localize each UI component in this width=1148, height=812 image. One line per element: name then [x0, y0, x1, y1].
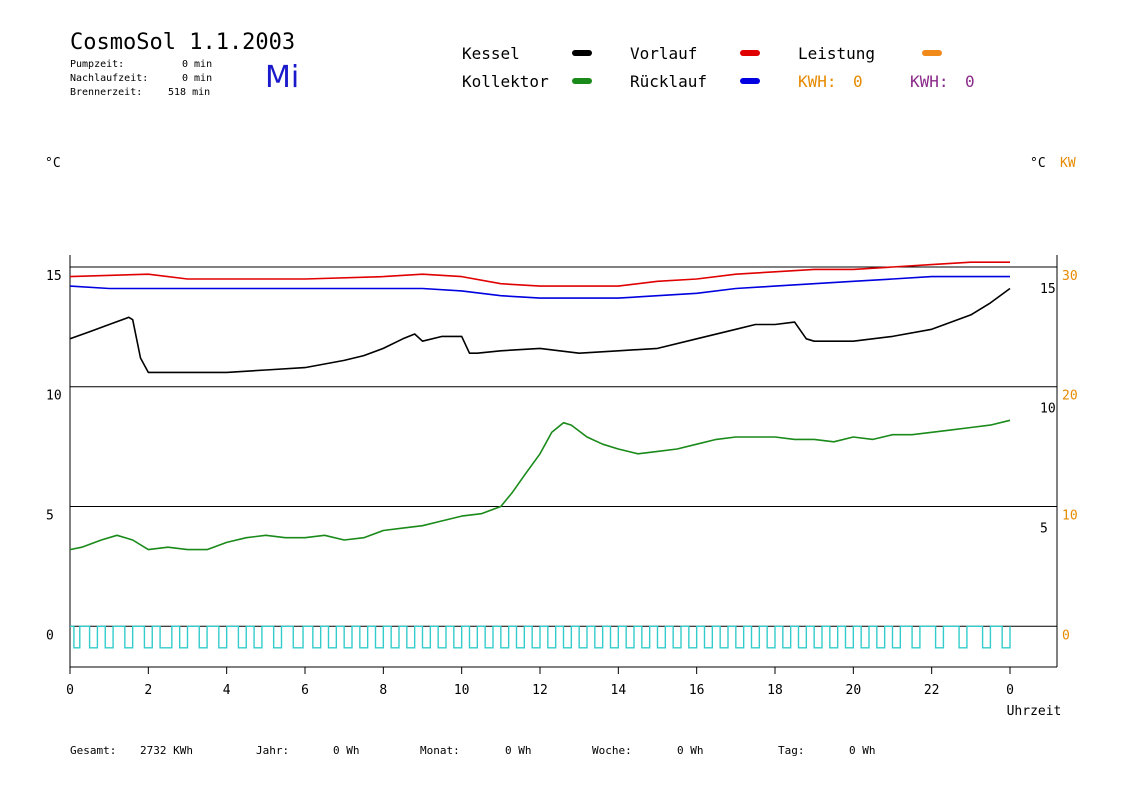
left-unit-label: °C [45, 156, 61, 171]
y-left-tick-label-1: 10 [46, 389, 62, 404]
y-right-celsius-tick-label-1: 10 [1040, 402, 1056, 417]
stat-brennerzeit-label: Brennerzeit: [70, 87, 143, 98]
y-right-kw-tick-label-2: 10 [1062, 509, 1078, 524]
right-unit-celsius: °C [1030, 156, 1046, 171]
app-title: CosmoSol 1.1.2003 [70, 30, 296, 55]
x-tick-label-12: 0 [1006, 683, 1014, 698]
legend-kessel-label: Kessel [462, 44, 520, 63]
y-left-tick-label-0: 15 [46, 269, 62, 284]
series-line-rcklauf [69, 275, 1010, 299]
x-tick-label-11: 22 [924, 683, 940, 698]
weekday-label: Mi [265, 60, 300, 95]
x-tick-label-1: 2 [144, 683, 152, 698]
y-right-kw-tick-label-1: 20 [1062, 389, 1078, 404]
y-left-tick-label-2: 5 [46, 509, 54, 524]
x-tick-label-5: 10 [454, 683, 470, 698]
kwh-label-2: KWH: [910, 72, 949, 91]
series-line-kollektor [69, 419, 1011, 551]
kwh-value-2: 0 [965, 72, 975, 91]
legend-ruecklauf-label: Rücklauf [630, 72, 708, 91]
legend-kollektor-swatch [572, 78, 592, 84]
y-right-kw-tick-label-3: 0 [1062, 628, 1070, 643]
x-tick-label-3: 6 [301, 683, 309, 698]
x-axis-label: Uhrzeit [1007, 704, 1062, 719]
footer-tag-value: 0 Wh [849, 744, 876, 757]
series-line-vorlauf [69, 261, 1010, 287]
footer-gesamt-value: 2732 KWh [140, 744, 193, 757]
footer-jahr-value: 0 Wh [333, 744, 360, 757]
y-right-kw-tick-label-0: 30 [1062, 269, 1078, 284]
footer-woche-value: 0 Wh [677, 744, 704, 757]
stat-nachlaufzeit-label: Nachlaufzeit: [70, 73, 149, 84]
legend-kessel-swatch [572, 50, 592, 56]
footer-monat-value: 0 Wh [505, 744, 532, 757]
y-left-tick-label-3: 0 [46, 628, 54, 643]
legend-vorlauf-label: Vorlauf [630, 44, 698, 63]
right-unit-kw: KW [1060, 156, 1076, 171]
y-right-celsius-tick-label-0: 15 [1040, 282, 1056, 297]
x-tick-label-4: 8 [379, 683, 387, 698]
series-line-brenner [70, 625, 1011, 649]
x-tick-label-2: 4 [223, 683, 231, 698]
x-tick-label-0: 0 [66, 683, 74, 698]
kwh-value-1: 0 [853, 72, 863, 91]
footer-woche-label: Woche: [592, 744, 632, 757]
legend-leistung-label: Leistung [798, 44, 876, 63]
series-line-kessel [69, 287, 1011, 374]
stat-pumpzeit-value: 0 min [182, 59, 213, 70]
footer-jahr-label: Jahr: [256, 744, 290, 757]
x-tick-label-6: 12 [532, 683, 548, 698]
legend-leistung-swatch [922, 50, 942, 56]
legend-kollektor-label: Kollektor [462, 72, 549, 91]
x-tick-label-7: 14 [611, 683, 627, 698]
stat-brennerzeit-value: 518 min [168, 87, 211, 98]
stat-nachlaufzeit-value: 0 min [182, 73, 213, 84]
legend-ruecklauf-swatch [740, 78, 760, 84]
y-right-celsius-tick-label-2: 5 [1040, 522, 1048, 537]
legend-vorlauf-swatch [740, 50, 760, 56]
kwh-label-1: KWH: [798, 72, 837, 91]
footer-gesamt-label: Gesamt: [70, 744, 117, 757]
x-tick-label-8: 16 [689, 683, 705, 698]
x-tick-label-10: 20 [846, 683, 862, 698]
stat-pumpzeit-label: Pumpzeit: [70, 59, 125, 70]
footer-tag-label: Tag: [778, 744, 805, 757]
footer-monat-label: Monat: [420, 744, 460, 757]
x-tick-label-9: 18 [767, 683, 783, 698]
